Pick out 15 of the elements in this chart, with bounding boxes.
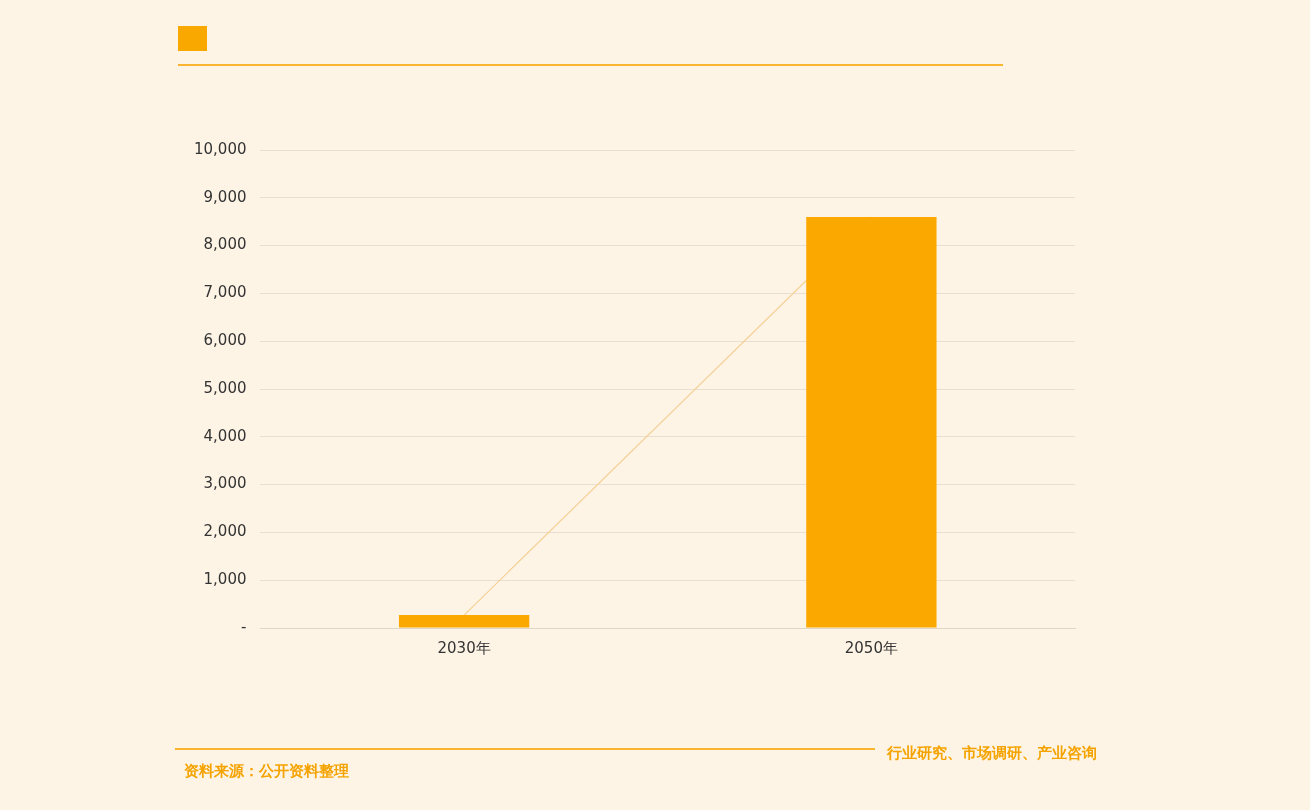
- y-tick-label: 2,000: [203, 522, 247, 541]
- y-tick-label: 7,000: [203, 283, 247, 302]
- y-tick-label: -: [241, 617, 247, 636]
- x-tick-label: 2050年: [844, 638, 898, 657]
- y-tick-label: 1,000: [203, 570, 247, 589]
- text: 行业研究、市场调研、产业咨询: [887, 744, 1097, 763]
- y-tick-label: 6,000: [203, 331, 247, 350]
- y-tick-label: 3,000: [203, 474, 247, 493]
- x-tick-label: 2030年: [437, 638, 491, 657]
- y-tick-label: 8,000: [203, 235, 247, 254]
- y-tick-label: 10,000: [193, 139, 247, 158]
- y-tick-label: 9,000: [203, 187, 247, 206]
- y-tick-label: 5,000: [203, 378, 247, 397]
- y-tick-label: 4,000: [203, 426, 247, 445]
- text: 资料来源：公开资料整理: [184, 762, 349, 781]
